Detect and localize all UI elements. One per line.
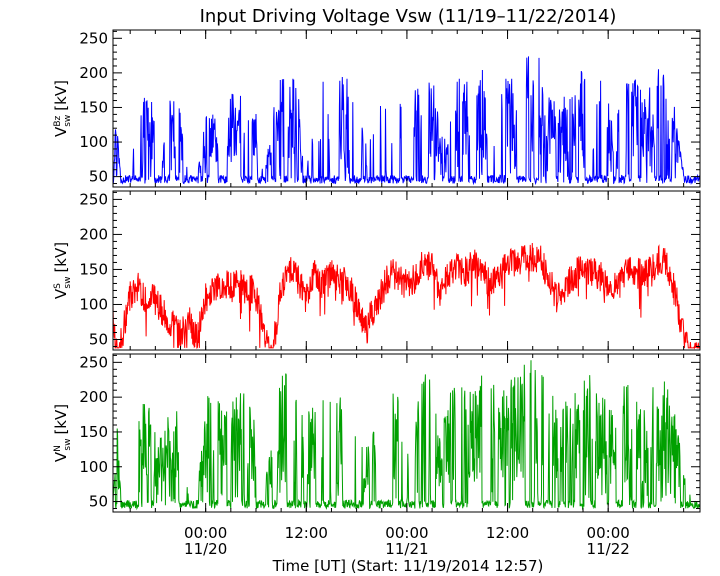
x-tick-date-label: 11/20 — [184, 540, 227, 558]
x-tick-label: 00:00 — [587, 524, 630, 542]
x-tick-label: 00:00 — [385, 524, 428, 542]
x-tick-date-label: 11/22 — [587, 540, 630, 558]
y-tick-label: 150 — [79, 423, 108, 441]
y-tick-label: 150 — [79, 98, 108, 116]
x-axis-label: Time [UT] (Start: 11/19/2014 12:57) — [272, 557, 544, 575]
x-tick-date-label: 11/21 — [385, 540, 428, 558]
y-tick-label: 200 — [79, 388, 108, 406]
y-tick-label: 50 — [89, 168, 108, 186]
y-tick-label: 150 — [79, 260, 108, 278]
y-tick-label: 250 — [79, 190, 108, 208]
y-tick-label: 100 — [79, 133, 108, 151]
y-tick-label: 200 — [79, 225, 108, 243]
series-line-n — [113, 360, 700, 511]
y-axis-label-bz: VBzsw[kV] — [52, 80, 73, 137]
y-tick-label: 250 — [79, 353, 108, 371]
panel-frame — [112, 29, 701, 188]
y-tick-label: 50 — [89, 493, 108, 511]
y-tick-label: 200 — [79, 64, 108, 82]
y-tick-label: 100 — [79, 458, 108, 476]
y-axis-label-s: VSsw[kV] — [52, 242, 73, 299]
x-tick-label: 00:00 — [184, 524, 227, 542]
x-tick-label: 12:00 — [285, 524, 328, 542]
panel-bz: 50 100 150 200 250 VBzsw[kV] — [52, 29, 701, 188]
series-line-s — [113, 242, 700, 350]
panel-s: 50 100 150 200 250 VSsw[kV] — [52, 190, 701, 351]
x-tick-label: 12:00 — [486, 524, 529, 542]
chart-title: Input Driving Voltage Vsw (11/19–11/22/2… — [200, 6, 617, 27]
series-line-bz — [113, 56, 700, 186]
y-axis-label-n: VNsw[kV] — [52, 404, 73, 462]
y-tick-label: 50 — [89, 330, 108, 348]
y-tick-label: 100 — [79, 295, 108, 313]
y-tick-label: 250 — [79, 29, 108, 47]
panel-n: 50 100 150 200 250 VNsw[kV] — [52, 353, 701, 513]
